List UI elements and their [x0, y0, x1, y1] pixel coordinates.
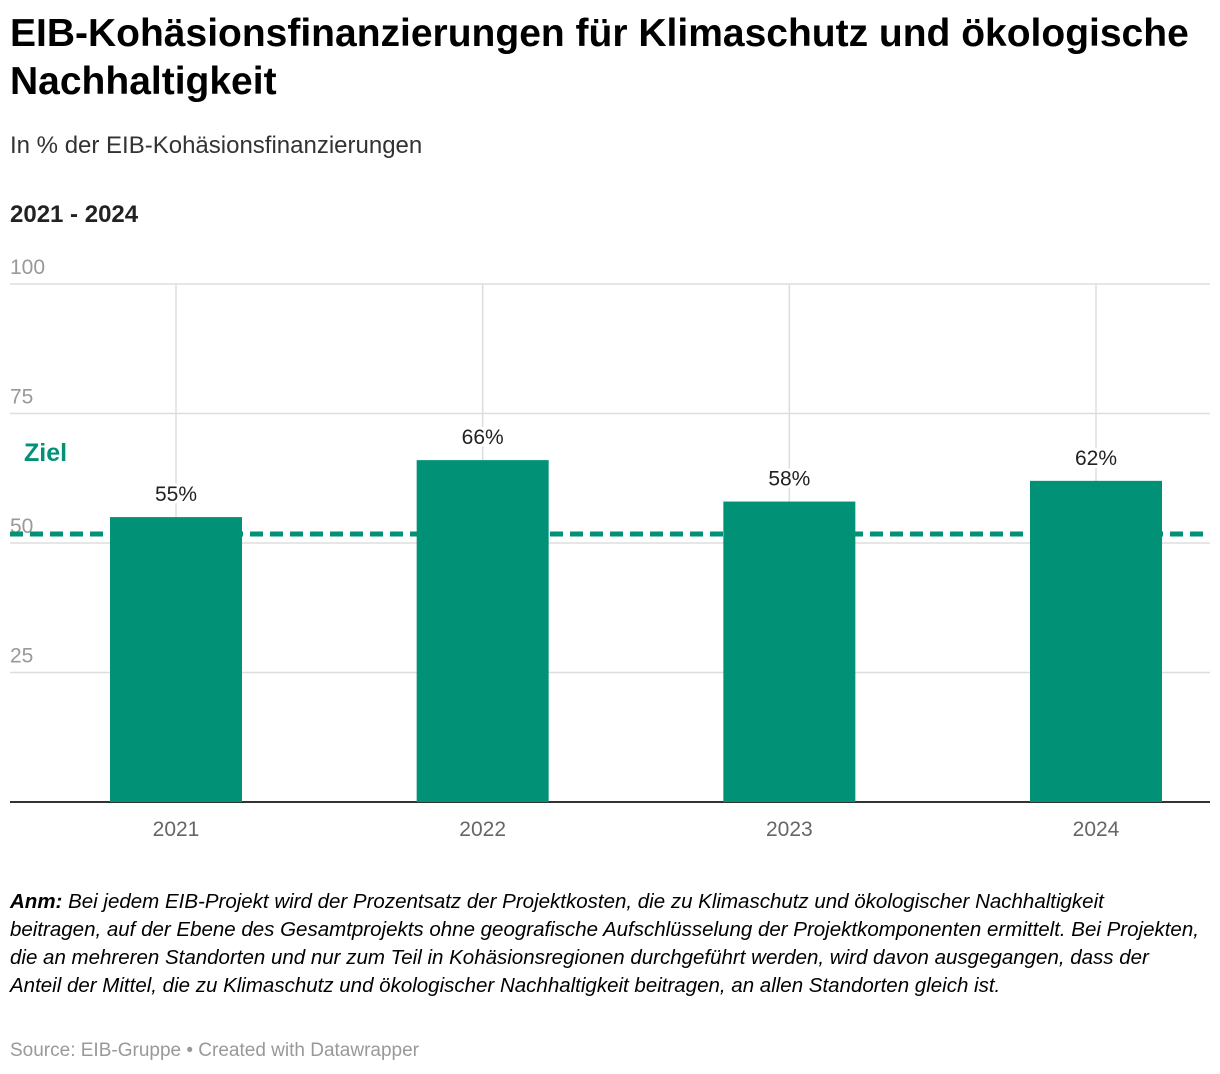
x-tick-label-2023: 2023	[766, 818, 813, 841]
label-layer: 55% 2021 66% 2022 58% 2023 62% 2024	[152, 423, 1120, 841]
x-tick-label-2021: 2021	[153, 818, 200, 841]
y-tick-label-100: 100	[10, 256, 45, 279]
x-tick-label-2022: 2022	[459, 818, 506, 841]
footnote-label: Anm:	[10, 890, 63, 913]
year-range-label: 2021 - 2024	[10, 201, 139, 228]
chart-subtitle: In % der EIB-Kohäsionsfinanzierungen	[10, 132, 423, 159]
bar-2021	[110, 517, 242, 802]
bar-value-label-2022: 66%	[462, 426, 504, 449]
x-tick-label-2024: 2024	[1073, 818, 1120, 841]
y-tick-label-25: 25	[10, 645, 33, 668]
bar-layer	[110, 460, 1162, 802]
y-tick-label-75: 75	[10, 386, 33, 409]
bar-2024	[1030, 480, 1162, 802]
footnote: Anm: Bei jedem EIB-Projekt wird der Proz…	[10, 888, 1200, 1000]
footnote-text: Bei jedem EIB-Projekt wird der Prozentsa…	[10, 890, 1199, 997]
bar-value-label-2024: 62%	[1075, 447, 1117, 470]
bar-2023	[723, 501, 856, 802]
target-layer: Ziel	[10, 439, 1210, 537]
bar-value-label-2023: 58%	[768, 468, 810, 491]
bar-2022	[416, 460, 549, 802]
source-line: Source: EIB-Gruppe • Created with Datawr…	[10, 1040, 420, 1061]
bar-value-label-2021: 55%	[155, 483, 197, 506]
target-label: Ziel	[24, 439, 67, 467]
chart-title: EIB-Kohäsionsfinanzierungen für Klimasch…	[10, 12, 1189, 103]
